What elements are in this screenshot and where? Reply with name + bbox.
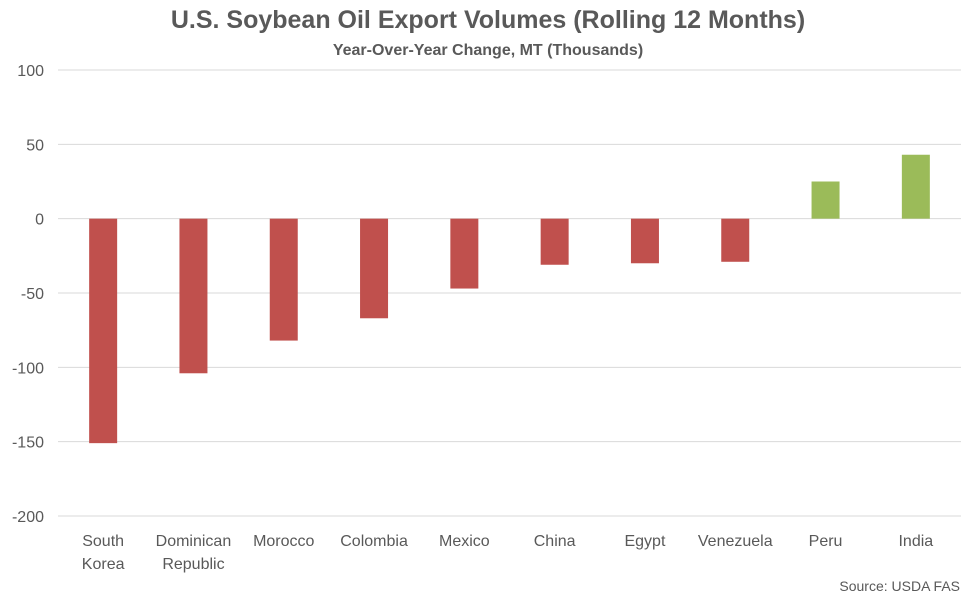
x-tick-label: Egypt (624, 533, 665, 550)
x-tick-label: Venezuela (698, 533, 773, 550)
y-tick-label: -100 (12, 360, 44, 377)
y-axis-ticks: 100 50 0 -50 -100 -150 -200 (12, 63, 44, 526)
bar-china (540, 218, 569, 265)
chart-title: U.S. Soybean Oil Export Volumes (Rolling… (170, 6, 806, 34)
x-tick-label: Mexico (439, 533, 490, 550)
x-axis-labels: South Korea Dominican Republic Morocco Colomb… (82, 533, 933, 573)
x-tick-label: South Korea (82, 533, 125, 573)
gridlines (58, 69, 961, 517)
bar-venezuela (721, 218, 750, 262)
bar-dominican-republic (179, 218, 208, 374)
x-tick-label: Peru (809, 533, 843, 550)
y-tick-label: -200 (12, 509, 44, 526)
y-tick-label: 100 (17, 63, 44, 80)
bar-peru (811, 181, 840, 219)
y-tick-label: 50 (26, 137, 44, 154)
x-tick-label: Dominican Republic (156, 533, 232, 573)
bar-morocco (269, 218, 298, 341)
y-tick-label: -150 (12, 435, 44, 452)
bar-mexico (450, 218, 479, 289)
y-tick-label: -50 (21, 286, 44, 303)
x-tick-label: India (898, 533, 933, 550)
bar-egypt (630, 218, 659, 264)
x-tick-label: China (534, 533, 576, 550)
bar-india (901, 154, 930, 219)
chart-subtitle: Year-Over-Year Change, MT (Thousands) (332, 42, 644, 59)
bar-south-korea (89, 218, 118, 444)
bar-colombia (360, 218, 389, 319)
y-tick-label: 0 (35, 212, 44, 229)
x-tick-label: Morocco (253, 533, 314, 550)
x-tick-label: Colombia (340, 533, 408, 550)
source-note: Source: USDA FAS (839, 578, 960, 594)
bars (89, 154, 930, 444)
